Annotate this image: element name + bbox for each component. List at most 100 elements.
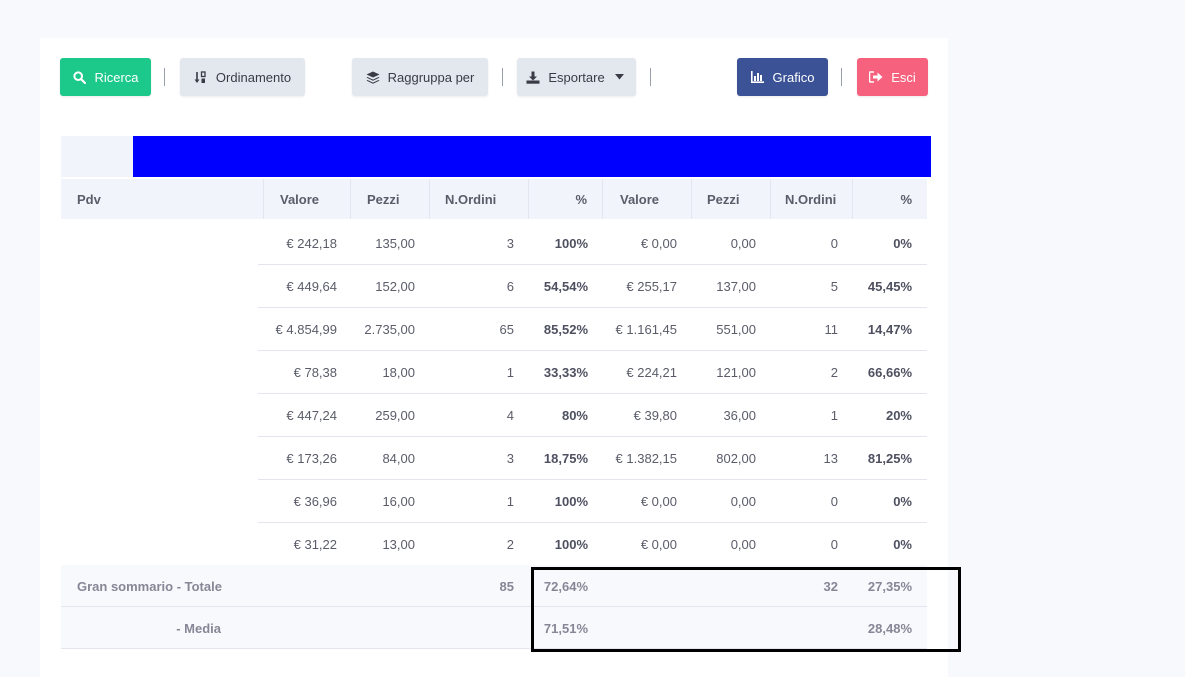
toolbar-divider: [841, 68, 842, 86]
row-divider: [258, 522, 927, 523]
table-cell: € 4.854,99: [275, 322, 337, 337]
table-cell: 1: [506, 365, 514, 380]
export-dropdown-button[interactable]: Esportare: [517, 58, 636, 96]
chart-button[interactable]: Grafico: [737, 58, 828, 96]
col-header-valore-2[interactable]: Valore: [603, 179, 692, 219]
report-card: Ricerca Ordinamento Raggruppa per Esport…: [40, 38, 948, 677]
table-cell: € 449,64: [286, 279, 337, 294]
col-header-nordini-2[interactable]: N.Ordini: [771, 179, 853, 219]
table-cell: € 0,00: [640, 236, 677, 251]
exit-button[interactable]: Esci: [857, 58, 928, 96]
col-header-pezzi-2[interactable]: Pezzi: [692, 179, 771, 219]
group-by-button-label: Raggruppa per: [387, 69, 475, 85]
grand-total-percent: 72,64%: [543, 578, 588, 594]
table-cell: 0: [830, 236, 838, 251]
table-cell: 20%: [885, 408, 912, 423]
row-divider: [258, 436, 927, 437]
export-button-label: Esportare: [548, 69, 605, 85]
table-cell: 0: [830, 494, 838, 509]
row-divider: [258, 479, 927, 480]
toolbar-divider: [502, 68, 503, 86]
grand-total-ordini: 85: [499, 578, 514, 594]
grand-total-percent-2: 27,35%: [867, 578, 912, 594]
table-cell: € 31,22: [293, 537, 337, 552]
row-divider: [258, 350, 927, 351]
table-cell: 2: [830, 365, 838, 380]
table-cell: 137,00: [716, 279, 756, 294]
average-row: - Media 71,51% 28,48%: [61, 607, 927, 649]
table-cell: 45,45%: [867, 279, 912, 294]
table-cell: 81,25%: [867, 451, 912, 466]
table-cell: 100%: [554, 537, 588, 552]
table-cell: 802,00: [716, 451, 756, 466]
table-cell: € 78,38: [293, 365, 337, 380]
table-cell: 33,33%: [543, 365, 588, 380]
caret-down-icon: [613, 70, 627, 84]
table-cell: 4: [506, 408, 514, 423]
table-cell: 18,75%: [543, 451, 588, 466]
row-divider: [258, 393, 927, 394]
group-by-button[interactable]: Raggruppa per: [352, 58, 488, 96]
average-percent-2: 28,48%: [867, 620, 912, 636]
table-cell: 0,00: [730, 537, 756, 552]
row-divider: [258, 307, 927, 308]
table-cell: € 242,18: [286, 236, 337, 251]
table-cell: 100%: [554, 494, 588, 509]
col-header-percent-2[interactable]: %: [900, 191, 912, 207]
col-header-nordini[interactable]: N.Ordini: [430, 179, 529, 219]
search-button-label: Ricerca: [94, 69, 139, 85]
toolbar-divider: [650, 68, 651, 86]
table-cell: 135,00: [375, 236, 415, 251]
search-button[interactable]: Ricerca: [60, 58, 151, 96]
table-cell: 2: [506, 537, 514, 552]
table-cell: 1: [506, 494, 514, 509]
bar-chart-icon: [751, 70, 765, 84]
table-cell: 65: [499, 322, 514, 337]
table-cell: 84,00: [382, 451, 415, 466]
table-cell: 13,00: [382, 537, 415, 552]
table-cell: € 1.382,15: [615, 451, 677, 466]
table-cell: 5: [830, 279, 838, 294]
table-cell: 1: [830, 408, 838, 423]
col-header-percent[interactable]: %: [529, 179, 603, 219]
table-group-header-banner: [133, 136, 931, 177]
table-cell: 100%: [554, 236, 588, 251]
table-cell: € 173,26: [286, 451, 337, 466]
table-cell: 11: [824, 322, 839, 337]
table-cell: € 447,24: [286, 408, 337, 423]
table-cell: 85,52%: [543, 322, 588, 337]
table-cell: 14,47%: [867, 322, 912, 337]
average-percent: 71,51%: [543, 620, 588, 636]
table-cell: 0%: [893, 537, 912, 552]
average-label: - Media: [176, 620, 221, 636]
table-cell: 13: [823, 451, 838, 466]
table-cell: € 0,00: [640, 537, 677, 552]
grand-total-row: Gran sommario - Totale 85 72,64% 32 27,3…: [61, 565, 927, 607]
table-row: € 242,18 135,00 3 100% € 0,00 0,00 0 0%: [61, 222, 927, 265]
table-cell: € 224,21: [626, 365, 677, 380]
pdv-column-blank: [61, 219, 258, 573]
sign-out-icon: [869, 70, 883, 84]
table-cell: 0%: [893, 494, 912, 509]
sort-icon: [194, 70, 208, 84]
grand-total-label: Gran sommario - Totale: [77, 578, 222, 594]
table-cell: 54,54%: [543, 279, 588, 294]
table-cell: € 39,80: [633, 408, 677, 423]
chart-button-label: Grafico: [772, 69, 815, 85]
table-cell: 36,00: [723, 408, 756, 423]
exit-button-label: Esci: [891, 69, 916, 85]
col-header-pdv[interactable]: Pdv: [61, 179, 264, 219]
table-cell: 3: [506, 451, 514, 466]
row-divider: [258, 264, 927, 265]
table-cell: 259,00: [375, 408, 415, 423]
table-cell: 0,00: [730, 236, 756, 251]
table-row: € 449,64 152,00 6 54,54% € 255,17 137,00 5 45,4…: [61, 265, 927, 308]
search-icon: [72, 70, 86, 84]
highlight-box: [531, 567, 961, 652]
table-row: € 78,38 18,00 1 33,33% € 224,21 121,00 2 66,66%: [61, 351, 927, 394]
sort-button[interactable]: Ordinamento: [180, 58, 305, 96]
col-header-valore[interactable]: Valore: [264, 179, 351, 219]
col-header-pezzi[interactable]: Pezzi: [351, 179, 430, 219]
table-cell: 0: [830, 537, 838, 552]
table-cell: 80%: [561, 408, 588, 423]
